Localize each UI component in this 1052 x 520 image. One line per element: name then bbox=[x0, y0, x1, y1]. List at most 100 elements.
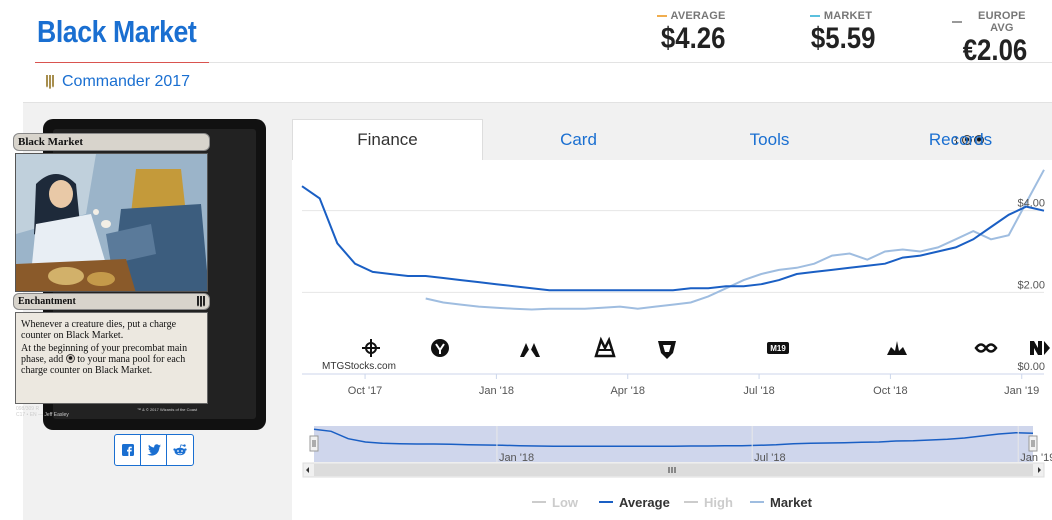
chart-legend: Low Average High Market bbox=[532, 495, 813, 510]
facebook-icon bbox=[121, 444, 134, 456]
market-price-value: $5.59 bbox=[810, 22, 876, 55]
rules-text-2: At the beginning of your precombat main … bbox=[21, 343, 202, 376]
europe-label-text: EUROPE AVG bbox=[978, 10, 1026, 34]
navigator-average-line bbox=[313, 428, 1034, 448]
scroll-right-icon[interactable] bbox=[1038, 467, 1041, 473]
chart-series bbox=[301, 169, 1045, 311]
navigator-left-handle[interactable] bbox=[309, 435, 319, 452]
set-marker-unstable-icon[interactable] bbox=[431, 339, 449, 357]
collector-line-1: 098/309 R bbox=[16, 406, 40, 412]
x-tick-label: Oct '17 bbox=[348, 385, 383, 397]
market-dash-icon bbox=[809, 15, 820, 17]
legend-item-low[interactable]: Low bbox=[552, 495, 579, 510]
commander-set-icon bbox=[46, 75, 54, 89]
scroll-left-icon[interactable] bbox=[306, 467, 309, 473]
rules-text-1: Whenever a creature dies, put a charge c… bbox=[21, 319, 177, 341]
reddit-icon bbox=[173, 444, 187, 456]
share-twitter-button[interactable] bbox=[141, 435, 167, 465]
header-divider bbox=[209, 62, 1052, 63]
twitter-icon bbox=[146, 444, 161, 456]
set-link[interactable]: Commander 2017 bbox=[44, 73, 190, 91]
set-marker-rivals-icon[interactable] bbox=[520, 343, 540, 357]
market-series-line bbox=[425, 169, 1045, 311]
chart-watermark: MTGStocks.com bbox=[322, 361, 396, 372]
average-series-line bbox=[301, 185, 1045, 292]
card-type-line: Enchantment bbox=[18, 296, 76, 307]
y-tick-label: $2.00 bbox=[1017, 279, 1045, 291]
navigator-tick-label: Jan '18 bbox=[499, 452, 534, 464]
tab-tools[interactable]: Tools bbox=[749, 129, 790, 149]
set-marker-guilds-icon[interactable] bbox=[887, 341, 907, 355]
card-credit: ™ & © 2017 Wizards of the Coast bbox=[137, 407, 198, 412]
tab-finance[interactable]: Finance bbox=[292, 119, 483, 160]
tab-card[interactable]: Card bbox=[560, 129, 597, 149]
y-tick-label: $0.00 bbox=[1017, 361, 1045, 373]
average-label-text: AVERAGE bbox=[670, 10, 726, 22]
title-underline bbox=[35, 62, 209, 63]
card-collector-info: 098/309 R C17 • EN ⁓ Jeff Easley bbox=[16, 406, 69, 418]
set-name[interactable]: Commander 2017 bbox=[62, 73, 191, 90]
average-dash-icon bbox=[656, 15, 667, 17]
card-mana-cost: 3 bbox=[953, 135, 989, 147]
set-symbol-icon bbox=[197, 296, 205, 307]
price-chart[interactable]: M19 MTGStocks.com $4.00 $2.00 $0.00 Oct '1… bbox=[292, 160, 1052, 520]
navigator-tick-label: Jan '19 bbox=[1020, 452, 1052, 464]
generic-mana: 3 bbox=[952, 136, 958, 147]
card-rules-text: Whenever a creature dies, put a charge c… bbox=[21, 319, 202, 376]
europe-price-box: EUROPE AVG €2.06 bbox=[952, 10, 1038, 68]
share-buttons bbox=[114, 434, 194, 466]
black-mana-symbol-icon bbox=[65, 354, 75, 363]
legend-item-high[interactable]: High bbox=[704, 495, 733, 510]
navigator-handle-grip bbox=[312, 440, 316, 447]
set-marker-ultimate-masters-icon[interactable] bbox=[974, 343, 998, 353]
rules-text-2b: to your mana pool for each charge counte… bbox=[21, 354, 186, 376]
collector-line-2: C17 • EN ⁓ Jeff Easley bbox=[16, 412, 69, 418]
average-price-box: AVERAGE $4.26 bbox=[656, 10, 726, 56]
europe-dash-icon bbox=[952, 21, 962, 23]
set-marker-ixalan-icon[interactable] bbox=[362, 339, 380, 357]
set-marker-masters25-icon[interactable] bbox=[594, 336, 616, 358]
x-tick-label: Jan '19 bbox=[1004, 385, 1039, 397]
share-facebook-button[interactable] bbox=[115, 435, 141, 465]
black-mana-icon bbox=[962, 135, 984, 145]
page-title: Black Market bbox=[37, 14, 197, 49]
market-label-text: MARKET bbox=[823, 10, 873, 22]
x-tick-label: Apr '18 bbox=[610, 385, 645, 397]
chart-navigator[interactable]: Jan '18 Jul '18 Jan '19 bbox=[309, 426, 1052, 464]
average-price-value: $4.26 bbox=[660, 22, 726, 55]
market-price-box: MARKET $5.59 bbox=[806, 10, 876, 56]
chart-grid bbox=[302, 210, 1044, 375]
share-reddit-button[interactable] bbox=[167, 435, 193, 465]
card-name: Black Market bbox=[18, 136, 84, 148]
svg-text:M19: M19 bbox=[770, 344, 786, 353]
europe-price-label: EUROPE AVG bbox=[952, 10, 1038, 34]
legend-item-market[interactable]: Market bbox=[770, 495, 813, 510]
navigator-tick-label: Jul '18 bbox=[754, 452, 785, 464]
navigator-right-handle[interactable] bbox=[1028, 435, 1038, 452]
y-axis-ticks: $4.00 $2.00 $0.00 bbox=[1017, 198, 1045, 373]
x-tick-label: Jan '18 bbox=[479, 385, 514, 397]
card-art-illustration bbox=[16, 154, 207, 291]
navigator-handle-grip bbox=[1031, 440, 1035, 447]
card-name-bar bbox=[13, 133, 210, 151]
set-marker-core2019-icon[interactable]: M19 bbox=[767, 342, 789, 354]
set-marker-dominaria-icon[interactable] bbox=[658, 341, 676, 359]
set-marker-allegiance-icon[interactable] bbox=[1030, 341, 1050, 355]
card-type-bar bbox=[13, 293, 210, 310]
card-art bbox=[15, 153, 208, 292]
y-tick-label: $4.00 bbox=[1017, 198, 1045, 210]
x-tick-label: Jul '18 bbox=[743, 385, 774, 397]
europe-price-value: €2.06 bbox=[962, 34, 1028, 67]
tab-bar: Finance Card Tools Records bbox=[292, 119, 1052, 160]
market-price-label: MARKET bbox=[806, 10, 876, 22]
card-rules-box: Whenever a creature dies, put a charge c… bbox=[15, 312, 208, 404]
price-chart-panel: M19 MTGStocks.com $4.00 $2.00 $0.00 Oct '1… bbox=[292, 160, 1052, 520]
legend-item-average[interactable]: Average bbox=[619, 495, 670, 510]
average-price-label: AVERAGE bbox=[656, 10, 726, 22]
tab-records[interactable]: Records bbox=[928, 129, 993, 149]
set-release-markers: M19 bbox=[362, 336, 1050, 359]
chart-scrollbar[interactable] bbox=[302, 462, 1045, 478]
x-axis-ticks: Oct '17 Jan '18 Apr '18 Jul '18 Oct '18 Jan '… bbox=[348, 374, 1039, 397]
rules-text-2a: At the beginning of your precombat main … bbox=[21, 343, 188, 365]
